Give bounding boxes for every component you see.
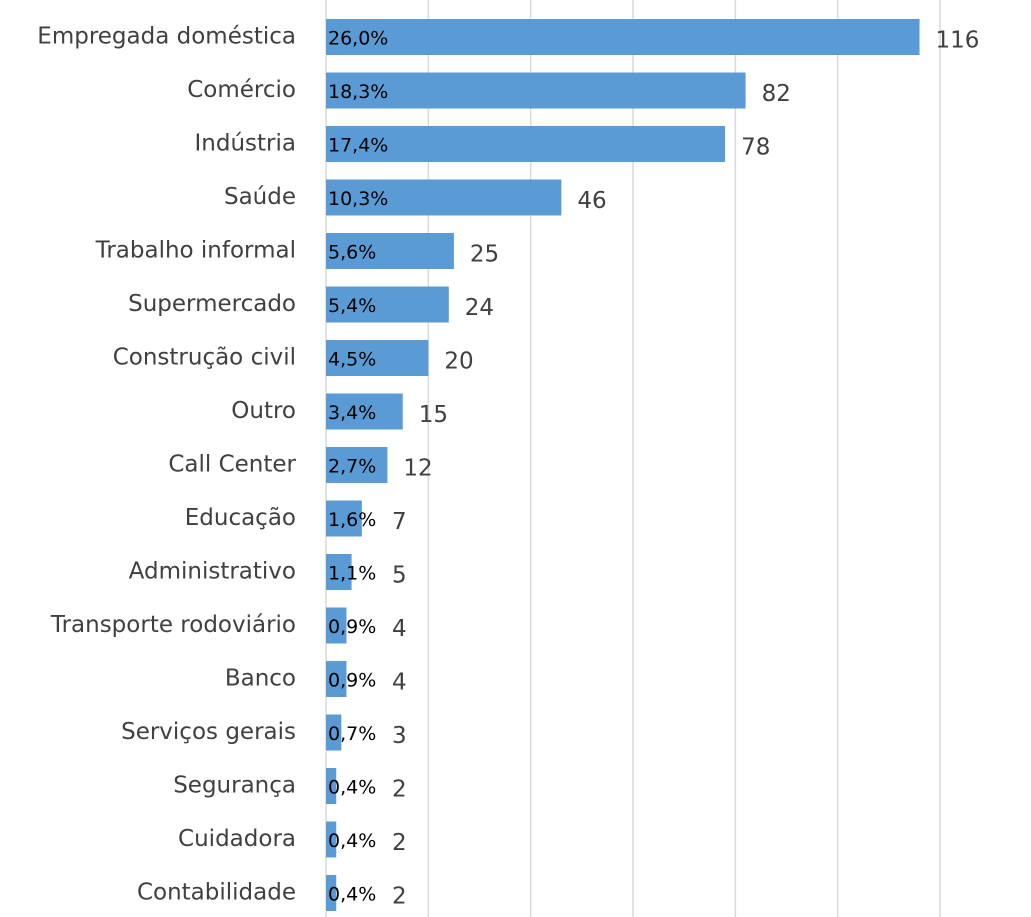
value-label: 4 bbox=[392, 670, 407, 696]
category-label: Outro bbox=[231, 398, 296, 424]
category-label: Segurança bbox=[173, 773, 296, 799]
share-label: 0,4% bbox=[328, 830, 376, 852]
category-label: Supermercado bbox=[128, 291, 296, 317]
share-label: 0,4% bbox=[328, 777, 376, 799]
share-label: 0,4% bbox=[328, 884, 376, 906]
category-label: Indústria bbox=[195, 131, 296, 157]
category-label: Administrativo bbox=[129, 559, 296, 585]
value-label: 3 bbox=[392, 723, 407, 749]
value-label: 46 bbox=[577, 188, 606, 214]
category-label: Trabalho informal bbox=[95, 238, 296, 264]
bar bbox=[326, 768, 337, 804]
share-label: 3,4% bbox=[328, 402, 376, 424]
value-label: 7 bbox=[392, 509, 407, 535]
category-label: Call Center bbox=[168, 452, 296, 478]
category-label: Transporte rodoviário bbox=[50, 612, 296, 638]
value-label: 2 bbox=[392, 884, 407, 910]
share-label: 0,9% bbox=[328, 670, 376, 692]
category-label: Educação bbox=[185, 505, 296, 531]
value-label: 15 bbox=[419, 402, 448, 428]
value-label: 4 bbox=[392, 616, 407, 642]
value-label: 78 bbox=[741, 135, 770, 161]
bar bbox=[326, 661, 347, 697]
bar bbox=[326, 126, 726, 162]
value-label: 82 bbox=[762, 81, 791, 107]
value-label: 24 bbox=[465, 295, 494, 321]
category-label: Empregada doméstica bbox=[37, 24, 296, 50]
category-label: Saúde bbox=[224, 184, 296, 210]
share-label: 17,4% bbox=[328, 135, 388, 157]
category-label: Serviços gerais bbox=[121, 719, 296, 745]
share-label: 26,0% bbox=[328, 28, 388, 50]
value-label: 2 bbox=[392, 777, 407, 803]
bar bbox=[326, 179, 562, 216]
bar bbox=[326, 233, 454, 269]
value-label: 116 bbox=[936, 28, 980, 54]
value-label: 2 bbox=[392, 830, 407, 856]
category-label: Banco bbox=[225, 666, 296, 692]
share-label: 4,5% bbox=[328, 349, 376, 371]
share-label: 18,3% bbox=[328, 81, 388, 103]
bar bbox=[326, 340, 429, 376]
share-label: 2,7% bbox=[328, 456, 376, 478]
bar bbox=[326, 875, 337, 911]
value-label: 25 bbox=[470, 242, 499, 268]
category-label: Contabilidade bbox=[137, 880, 296, 906]
share-label: 1,1% bbox=[328, 563, 376, 585]
share-label: 0,9% bbox=[328, 616, 376, 638]
share-label: 5,6% bbox=[328, 242, 376, 264]
bar bbox=[326, 554, 352, 590]
bar bbox=[326, 19, 920, 55]
share-label: 5,4% bbox=[328, 295, 376, 317]
value-label: 20 bbox=[444, 349, 473, 375]
bar bbox=[326, 821, 337, 858]
value-label: 5 bbox=[392, 563, 407, 589]
category-label: Cuidadora bbox=[178, 826, 296, 852]
bar bbox=[326, 714, 342, 751]
share-label: 10,3% bbox=[328, 188, 388, 210]
bar bbox=[326, 500, 362, 537]
bar bbox=[326, 286, 449, 323]
bar bbox=[326, 607, 347, 644]
value-label: 12 bbox=[403, 456, 432, 482]
category-label: Construção civil bbox=[113, 345, 296, 371]
bar bbox=[326, 72, 746, 109]
bar bbox=[326, 447, 388, 483]
share-label: 0,7% bbox=[328, 723, 376, 745]
category-label: Comércio bbox=[187, 77, 296, 103]
share-label: 1,6% bbox=[328, 509, 376, 531]
bar bbox=[326, 393, 403, 430]
